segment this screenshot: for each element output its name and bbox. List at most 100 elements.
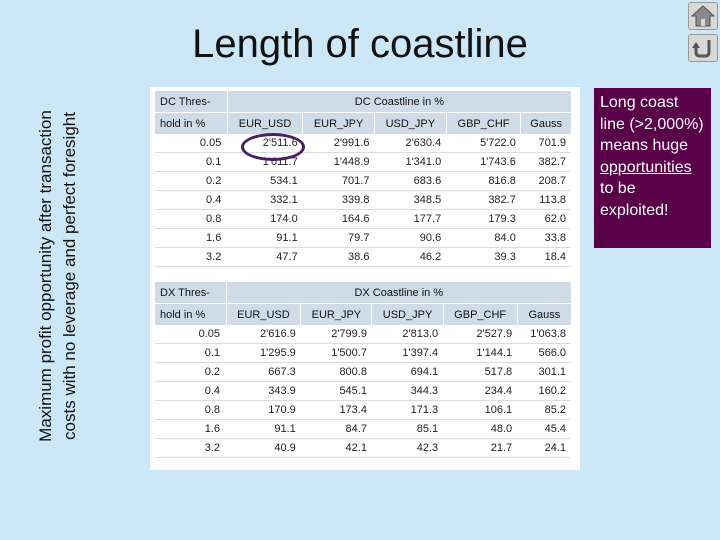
home-icon bbox=[690, 5, 716, 27]
value-cell: 174.0 bbox=[227, 209, 303, 229]
table-row: 0.05 2'616.9 2'799.9 2'813.0 2'527.9 1'063.8 bbox=[155, 325, 571, 344]
value-cell: 113.8 bbox=[520, 190, 571, 210]
value-cell: 701.9 bbox=[520, 134, 571, 153]
tables-panel: DC Thres- DC Coastline in % hold in % EU… bbox=[150, 87, 580, 470]
value-cell: 45.4 bbox=[517, 419, 571, 439]
threshold-cell: 0.8 bbox=[155, 400, 227, 420]
value-cell: 170.9 bbox=[226, 400, 301, 420]
value-cell: 1'295.9 bbox=[226, 343, 301, 363]
threshold-cell: 0.05 bbox=[155, 134, 228, 153]
value-cell: 301.1 bbox=[517, 362, 571, 382]
table-row: 3.2 47.7 38.6 46.2 39.3 18.4 bbox=[155, 247, 571, 267]
threshold-cell: 1.6 bbox=[155, 419, 227, 439]
value-cell: 160.2 bbox=[517, 381, 571, 401]
value-cell: 85.2 bbox=[517, 400, 571, 420]
value-cell: 1'743.6 bbox=[446, 152, 521, 172]
value-cell: 38.6 bbox=[302, 247, 375, 267]
dx-col-header: USD_JPY bbox=[371, 303, 444, 325]
dc-corner-top: DC Thres- bbox=[155, 91, 228, 113]
value-cell: 39.3 bbox=[446, 247, 521, 267]
value-cell: 344.3 bbox=[371, 381, 444, 401]
table-row: 0.8 174.0 164.6 177.7 179.3 62.0 bbox=[155, 209, 571, 229]
dx-col-header: EUR_USD bbox=[225, 303, 301, 325]
value-cell: 85.1 bbox=[371, 419, 444, 439]
value-cell: 40.9 bbox=[226, 438, 301, 458]
value-cell: 62.0 bbox=[520, 209, 571, 229]
dc-coastline-table: DC Thres- DC Coastline in % hold in % EU… bbox=[155, 91, 571, 267]
value-cell: 33.8 bbox=[520, 228, 571, 248]
threshold-cell: 0.05 bbox=[155, 325, 227, 344]
value-cell: 2'630.4 bbox=[374, 134, 447, 153]
value-cell: 18.4 bbox=[520, 247, 571, 267]
dc-col-header: GBP_CHF bbox=[445, 112, 521, 134]
return-button[interactable] bbox=[688, 34, 718, 62]
value-cell: 24.1 bbox=[517, 438, 571, 458]
value-cell: 339.8 bbox=[302, 190, 375, 210]
value-cell: 517.8 bbox=[443, 362, 518, 382]
value-cell: 1'448.9 bbox=[302, 152, 375, 172]
value-cell: 701.7 bbox=[302, 171, 375, 191]
table-row: 0.05 2'511.6 2'991.6 2'630.4 5'722.0 701.9 bbox=[155, 134, 571, 153]
value-cell: 79.7 bbox=[302, 228, 375, 248]
value-cell: 534.1 bbox=[227, 171, 303, 191]
table-row: 0.1 1'295.9 1'500.7 1'397.4 1'144.1 566.0 bbox=[155, 343, 571, 363]
dc-col-header: Gauss bbox=[520, 112, 571, 134]
table-row: 1.6 91.1 84.7 85.1 48.0 45.4 bbox=[155, 419, 571, 439]
threshold-cell: 0.8 bbox=[155, 209, 228, 229]
side-axis-label: Maximum profit opportunity after transac… bbox=[36, 110, 79, 442]
threshold-cell: 3.2 bbox=[155, 438, 227, 458]
dc-col-header: USD_JPY bbox=[373, 112, 447, 134]
dx-group-header: DX Coastline in % bbox=[226, 282, 571, 304]
value-cell: 48.0 bbox=[443, 419, 518, 439]
dc-corner-bottom: hold in % bbox=[155, 112, 228, 134]
value-cell: 332.1 bbox=[227, 190, 303, 210]
value-cell: 566.0 bbox=[517, 343, 571, 363]
value-cell: 2'527.9 bbox=[443, 325, 518, 344]
value-cell: 667.3 bbox=[226, 362, 301, 382]
value-cell: 42.1 bbox=[300, 438, 372, 458]
value-cell: 382.7 bbox=[446, 190, 521, 210]
dc-group-header: DC Coastline in % bbox=[227, 91, 571, 113]
value-cell: 545.1 bbox=[300, 381, 372, 401]
value-cell: 1'341.0 bbox=[374, 152, 447, 172]
threshold-cell: 0.2 bbox=[155, 362, 227, 382]
dx-col-header: Gauss bbox=[516, 303, 571, 325]
threshold-cell: 0.4 bbox=[155, 381, 227, 401]
threshold-cell: 3.2 bbox=[155, 247, 228, 267]
home-button[interactable] bbox=[688, 2, 718, 30]
highlight-circle bbox=[241, 133, 305, 161]
value-cell: 171.3 bbox=[371, 400, 444, 420]
value-cell: 1'063.8 bbox=[517, 325, 571, 344]
table-row: 0.2 534.1 701.7 683.6 816.8 208.7 bbox=[155, 171, 571, 191]
value-cell: 106.1 bbox=[443, 400, 518, 420]
value-cell: 177.7 bbox=[374, 209, 447, 229]
table-row: 3.2 40.9 42.1 42.3 21.7 24.1 bbox=[155, 438, 571, 458]
value-cell: 800.8 bbox=[300, 362, 372, 382]
value-cell: 1'397.4 bbox=[371, 343, 444, 363]
value-cell: 382.7 bbox=[520, 152, 571, 172]
table-row: 0.4 343.9 545.1 344.3 234.4 160.2 bbox=[155, 381, 571, 401]
value-cell: 84.0 bbox=[446, 228, 521, 248]
table-row: 0.1 1'011.7 1'448.9 1'341.0 1'743.6 382.7 bbox=[155, 152, 571, 172]
slide-title: Length of coastline bbox=[192, 22, 528, 66]
value-cell: 42.3 bbox=[371, 438, 444, 458]
value-cell: 173.4 bbox=[300, 400, 372, 420]
table-row: 1.6 91.1 79.7 90.6 84.0 33.8 bbox=[155, 228, 571, 248]
threshold-cell: 0.4 bbox=[155, 190, 228, 210]
value-cell: 348.5 bbox=[374, 190, 447, 210]
value-cell: 91.1 bbox=[226, 419, 301, 439]
value-cell: 1'500.7 bbox=[300, 343, 372, 363]
table-row: 0.4 332.1 339.8 348.5 382.7 113.8 bbox=[155, 190, 571, 210]
callout-text-1: Long coast line (>2,000%) means huge bbox=[600, 94, 704, 154]
return-arrow-icon bbox=[692, 40, 711, 58]
value-cell: 2'799.9 bbox=[300, 325, 372, 344]
value-cell: 208.7 bbox=[520, 171, 571, 191]
callout-box: Long coast line (>2,000%) means huge opp… bbox=[594, 88, 711, 248]
threshold-cell: 0.2 bbox=[155, 171, 228, 191]
value-cell: 179.3 bbox=[446, 209, 521, 229]
dx-coastline-table: DX Thres- DX Coastline in % hold in % EU… bbox=[155, 282, 571, 458]
value-cell: 47.7 bbox=[227, 247, 303, 267]
value-cell: 234.4 bbox=[443, 381, 518, 401]
callout-underlined: opportunities bbox=[600, 158, 692, 176]
dx-col-header: GBP_CHF bbox=[442, 303, 518, 325]
